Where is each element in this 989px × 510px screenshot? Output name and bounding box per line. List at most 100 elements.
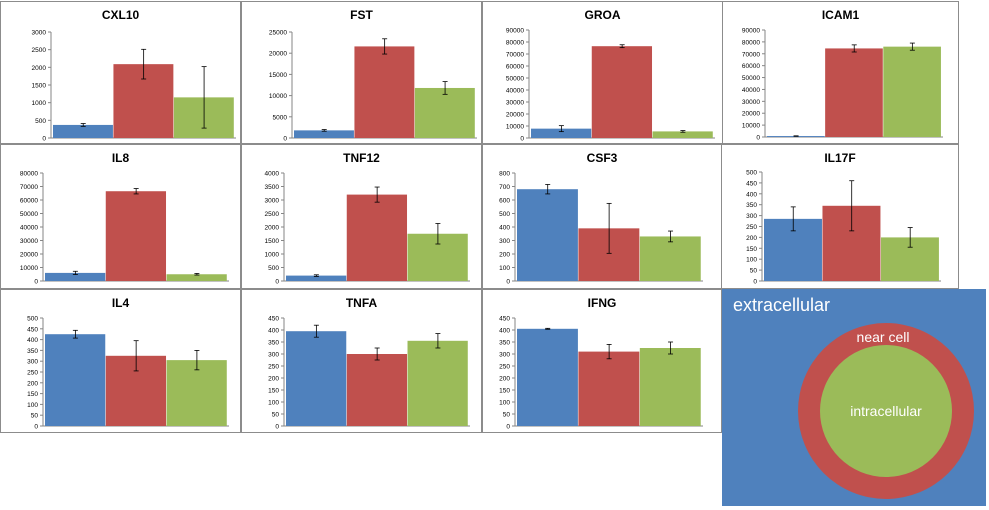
y-tick-label: 250: [268, 364, 279, 371]
bar-series-1: [294, 130, 354, 138]
y-tick-label: 10000: [742, 123, 760, 130]
y-tick-label: 100: [499, 265, 510, 272]
compartment-legend-svg: near cell intracellular: [798, 323, 974, 499]
y-tick-label: 400: [27, 337, 38, 344]
y-tick-label: 250: [27, 370, 38, 377]
y-tick-label: 450: [27, 326, 38, 333]
y-tick-label: 600: [499, 198, 510, 205]
y-tick-label: 200: [499, 252, 510, 259]
y-tick-label: 400: [268, 328, 279, 335]
bar-series-1: [45, 334, 106, 426]
y-tick-label: 90000: [506, 28, 524, 35]
chart-title: IL4: [111, 296, 130, 310]
chart-panel-icam1: 0 10000 20000 30000 40000 50000 60000 70000 8000…: [722, 1, 959, 144]
y-tick-label: 70000: [20, 184, 38, 191]
y-tick-label: 1500: [32, 83, 47, 90]
y-tick-label: 80000: [742, 39, 760, 46]
y-tick-label: 100: [27, 402, 38, 409]
chart-panel-groa: 0 10000 20000 30000 40000 50000 60000 70000 8000…: [482, 1, 723, 144]
chart-panel-cxl10: 0 500 1000 1500 2000 2500 3000 CXL10: [0, 1, 241, 144]
chart-panel-tnf12: 0 500 1000 1500 2000 2500 3000 3500 4000 TNF12: [241, 144, 482, 289]
chart-svg: 0 5000 10000 15000 20000 25000: [269, 30, 477, 143]
y-tick-label: 80000: [506, 40, 524, 47]
chart-svg: 0 10000 20000 30000 40000 50000 60000 70000 8000…: [20, 171, 229, 286]
bar-series-1: [53, 124, 113, 138]
chart-title: IFNG: [587, 296, 617, 310]
y-tick-label: 3000: [32, 30, 47, 37]
y-tick-label: 50: [503, 412, 511, 419]
y-tick-label: 10000: [20, 265, 38, 272]
y-tick-label: 20000: [269, 51, 287, 58]
y-tick-label: 300: [268, 352, 279, 359]
y-tick-label: 150: [27, 391, 38, 398]
chart-svg: 0 50 100 150 200 250 300 350 400 450 500: [27, 316, 229, 431]
bar-series-2: [346, 354, 408, 426]
y-tick-label: 0: [275, 279, 279, 286]
y-tick-label: 500: [746, 170, 757, 177]
y-tick-label: 30000: [742, 99, 760, 106]
intracellular-label: intracellular: [850, 403, 922, 419]
bar-series-2: [825, 48, 883, 137]
extracellular-label: extracellular: [733, 295, 831, 315]
chart-panel-il8: 0 10000 20000 30000 40000 50000 60000 70000 8000…: [0, 144, 241, 289]
y-tick-label: 90000: [742, 28, 760, 35]
bar-series-3: [407, 340, 468, 426]
y-tick-label: 300: [27, 359, 38, 366]
y-tick-label: 0: [34, 279, 38, 286]
y-tick-label: 60000: [20, 198, 38, 205]
y-tick-label: 30000: [506, 100, 524, 107]
bar-series-3: [652, 131, 713, 138]
y-tick-label: 400: [499, 328, 510, 335]
y-tick-label: 1000: [265, 252, 280, 259]
near-cell-label: near cell: [857, 329, 910, 345]
compartment-legend: near cell intracellular extracellular: [722, 289, 986, 506]
y-tick-label: 0: [506, 424, 510, 431]
y-tick-label: 300: [746, 213, 757, 220]
bar-series-3: [166, 274, 227, 281]
y-tick-label: 20000: [20, 252, 38, 259]
chart-panel-il17f: 0 50 100 150 200 250 300 350 400 450 500 IL17F: [721, 144, 959, 289]
y-tick-label: 70000: [506, 52, 524, 59]
bar-series-2: [354, 46, 415, 138]
y-tick-label: 15000: [269, 72, 287, 79]
y-tick-label: 0: [275, 424, 279, 431]
y-tick-label: 40000: [506, 88, 524, 95]
y-tick-label: 40000: [742, 87, 760, 94]
y-tick-label: 2500: [32, 47, 47, 54]
y-tick-label: 1500: [265, 238, 280, 245]
y-tick-label: 200: [268, 376, 279, 383]
y-tick-label: 50: [750, 268, 758, 275]
y-tick-label: 100: [746, 257, 757, 264]
chart-panel-fst: 0 5000 10000 15000 20000 25000 FST: [241, 1, 482, 144]
y-tick-label: 40000: [20, 225, 38, 232]
y-tick-label: 60000: [506, 64, 524, 71]
bar-series-3: [883, 46, 941, 138]
chart-title: IL17F: [824, 151, 856, 165]
chart-svg: 0 50 100 150 200 250 300 350 400 450: [268, 316, 470, 431]
y-tick-label: 150: [499, 388, 510, 395]
y-tick-label: 70000: [742, 51, 760, 58]
chart-title: CSF3: [586, 151, 618, 165]
y-tick-label: 20000: [742, 111, 760, 118]
chart-title: ICAM1: [821, 8, 860, 22]
y-tick-label: 2000: [265, 225, 280, 232]
y-tick-label: 500: [499, 211, 510, 218]
y-tick-label: 5000: [273, 114, 288, 121]
bar-series-1: [517, 328, 578, 426]
y-tick-label: 150: [268, 388, 279, 395]
chart-svg: 0 50 100 150 200 250 300 350 400 450 500: [746, 170, 941, 286]
y-tick-label: 700: [499, 184, 510, 191]
bar-series-1: [531, 128, 592, 138]
y-tick-label: 200: [27, 380, 38, 387]
y-tick-label: 0: [756, 135, 760, 142]
y-tick-label: 300: [499, 238, 510, 245]
chart-panel-csf3: 0 100 200 300 400 500 600 700 800 CSF3: [482, 144, 722, 289]
bar-series-3: [639, 348, 701, 426]
y-tick-label: 50000: [742, 75, 760, 82]
y-tick-label: 300: [499, 352, 510, 359]
chart-svg: 0 50 100 150 200 250 300 350 400 450: [499, 316, 703, 431]
chart-panel-il4: 0 50 100 150 200 250 300 350 400 450 500 IL4: [0, 289, 241, 433]
y-tick-label: 450: [499, 316, 510, 323]
bar-series-2: [591, 46, 653, 139]
y-tick-label: 200: [499, 376, 510, 383]
